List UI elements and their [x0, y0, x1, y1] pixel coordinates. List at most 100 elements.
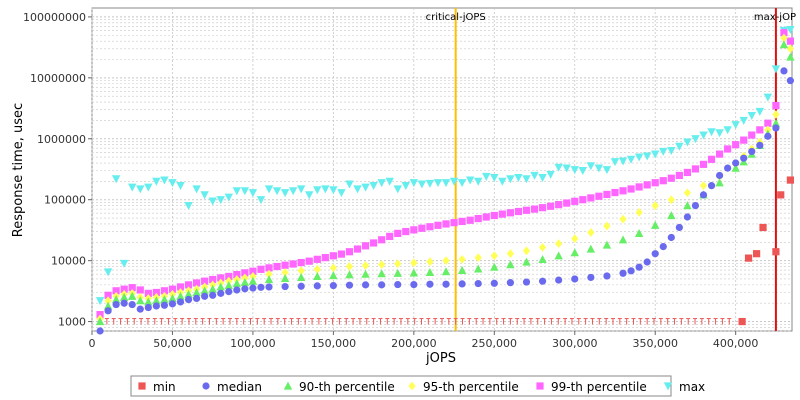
min-point: [752, 250, 761, 258]
max-point: [554, 163, 563, 172]
median-point: [691, 202, 700, 210]
max-jops-label: max-jOP: [754, 12, 796, 23]
90-th-percentile-point: [731, 163, 740, 172]
95-th-percentile-point: [555, 239, 563, 249]
90-th-percentile-point: [618, 235, 628, 244]
max-point: [288, 187, 298, 196]
99-th-percentile-point: [514, 207, 523, 216]
median-point: [201, 292, 209, 300]
95-th-percentile-point: [410, 258, 418, 268]
90-th-percentile-point: [602, 240, 612, 249]
95-th-percentile-point: [667, 195, 675, 205]
99-th-percentile-point: [571, 197, 579, 205]
max-point: [321, 185, 330, 194]
99-th-percentile-point: [160, 287, 169, 295]
median-point: [120, 299, 128, 307]
median-point: [152, 302, 160, 310]
95-th-percentile-point: [651, 201, 659, 211]
90-th-percentile-point: [192, 288, 201, 297]
99-th-percentile-point: [707, 155, 716, 163]
median-point: [136, 305, 144, 313]
99-th-percentile-point: [587, 194, 595, 202]
max-point: [136, 185, 145, 194]
99-th-percentile-point: [458, 217, 466, 226]
99-th-percentile-point: [112, 287, 120, 295]
y-axis-title: Response time, usec: [11, 103, 26, 237]
median-point: [707, 182, 716, 190]
median-point: [442, 280, 450, 288]
x-tick-label: 300,000: [552, 337, 598, 350]
median-point: [176, 298, 185, 306]
max-point: [184, 202, 193, 211]
99-th-percentile-point: [257, 265, 265, 273]
99-th-percentile-point: [667, 174, 675, 182]
median-point: [112, 300, 120, 309]
median-point: [128, 300, 136, 309]
median-point: [740, 154, 748, 162]
max-point: [586, 162, 596, 171]
median-point: [627, 267, 635, 275]
99-th-percentile-point: [289, 260, 297, 268]
max-point: [240, 187, 250, 196]
99-th-percentile-point: [756, 126, 764, 134]
median-point: [192, 294, 201, 302]
max-point: [176, 182, 185, 191]
99-th-percentile-point: [675, 171, 683, 180]
max-point: [763, 93, 773, 102]
90-th-percentile-point: [224, 281, 233, 290]
median-point: [571, 275, 579, 283]
median-point: [378, 281, 386, 289]
90-th-percentile-point: [313, 272, 322, 281]
90-th-percentile-point: [345, 270, 354, 279]
95-th-percentile-point: [297, 266, 305, 276]
99-th-percentile-point: [651, 179, 659, 187]
legend-marker-99-th-percentile: [536, 382, 544, 390]
max-point: [747, 112, 756, 121]
95-th-percentile-point: [699, 181, 708, 191]
99-th-percentile-point: [724, 145, 732, 153]
95-th-percentile-point: [474, 253, 482, 263]
median-point: [490, 279, 498, 287]
90-th-percentile-point: [715, 178, 724, 187]
median-point: [144, 303, 152, 312]
min-point: [744, 254, 753, 262]
legend-label-90-th-percentile: 90-th percentile: [299, 380, 395, 394]
x-tick-label: 100,000: [230, 337, 276, 350]
90-th-percentile-point: [280, 274, 290, 283]
90-th-percentile-point: [683, 201, 692, 210]
95-th-percentile-point: [329, 263, 337, 273]
99-th-percentile-point: [699, 160, 708, 168]
median-point: [265, 283, 273, 291]
max-point: [538, 174, 547, 183]
min-point: [759, 223, 767, 232]
max-point: [160, 176, 169, 185]
median-point: [715, 171, 724, 180]
max-point: [667, 146, 676, 155]
99-th-percentile-point: [273, 262, 281, 271]
max-point: [401, 182, 410, 191]
max-point: [490, 174, 499, 183]
90-th-percentile-point: [786, 52, 795, 61]
90-th-percentile-point: [160, 295, 169, 304]
x-tick-label: 0: [89, 337, 96, 350]
95-th-percentile-point: [104, 296, 112, 306]
max-point: [256, 196, 266, 205]
median-point: [780, 67, 788, 75]
max-point: [659, 147, 668, 156]
99-th-percentile-point: [474, 214, 482, 223]
90-th-percentile-point: [522, 257, 531, 266]
90-th-percentile-point: [554, 251, 563, 260]
90-th-percentile-point: [168, 293, 177, 302]
95-th-percentile-point: [394, 259, 402, 269]
99-th-percentile-point: [530, 205, 539, 213]
99-th-percentile-point: [128, 284, 136, 292]
99-th-percentile-point: [538, 204, 547, 212]
90-th-percentile-point: [634, 228, 644, 237]
99-th-percentile-point: [176, 283, 185, 291]
90-th-percentile-point: [538, 254, 547, 263]
max-point: [128, 183, 137, 192]
median-point: [345, 281, 354, 289]
max-point: [465, 176, 475, 185]
median-point: [394, 280, 402, 289]
90-th-percentile-point: [144, 297, 153, 306]
